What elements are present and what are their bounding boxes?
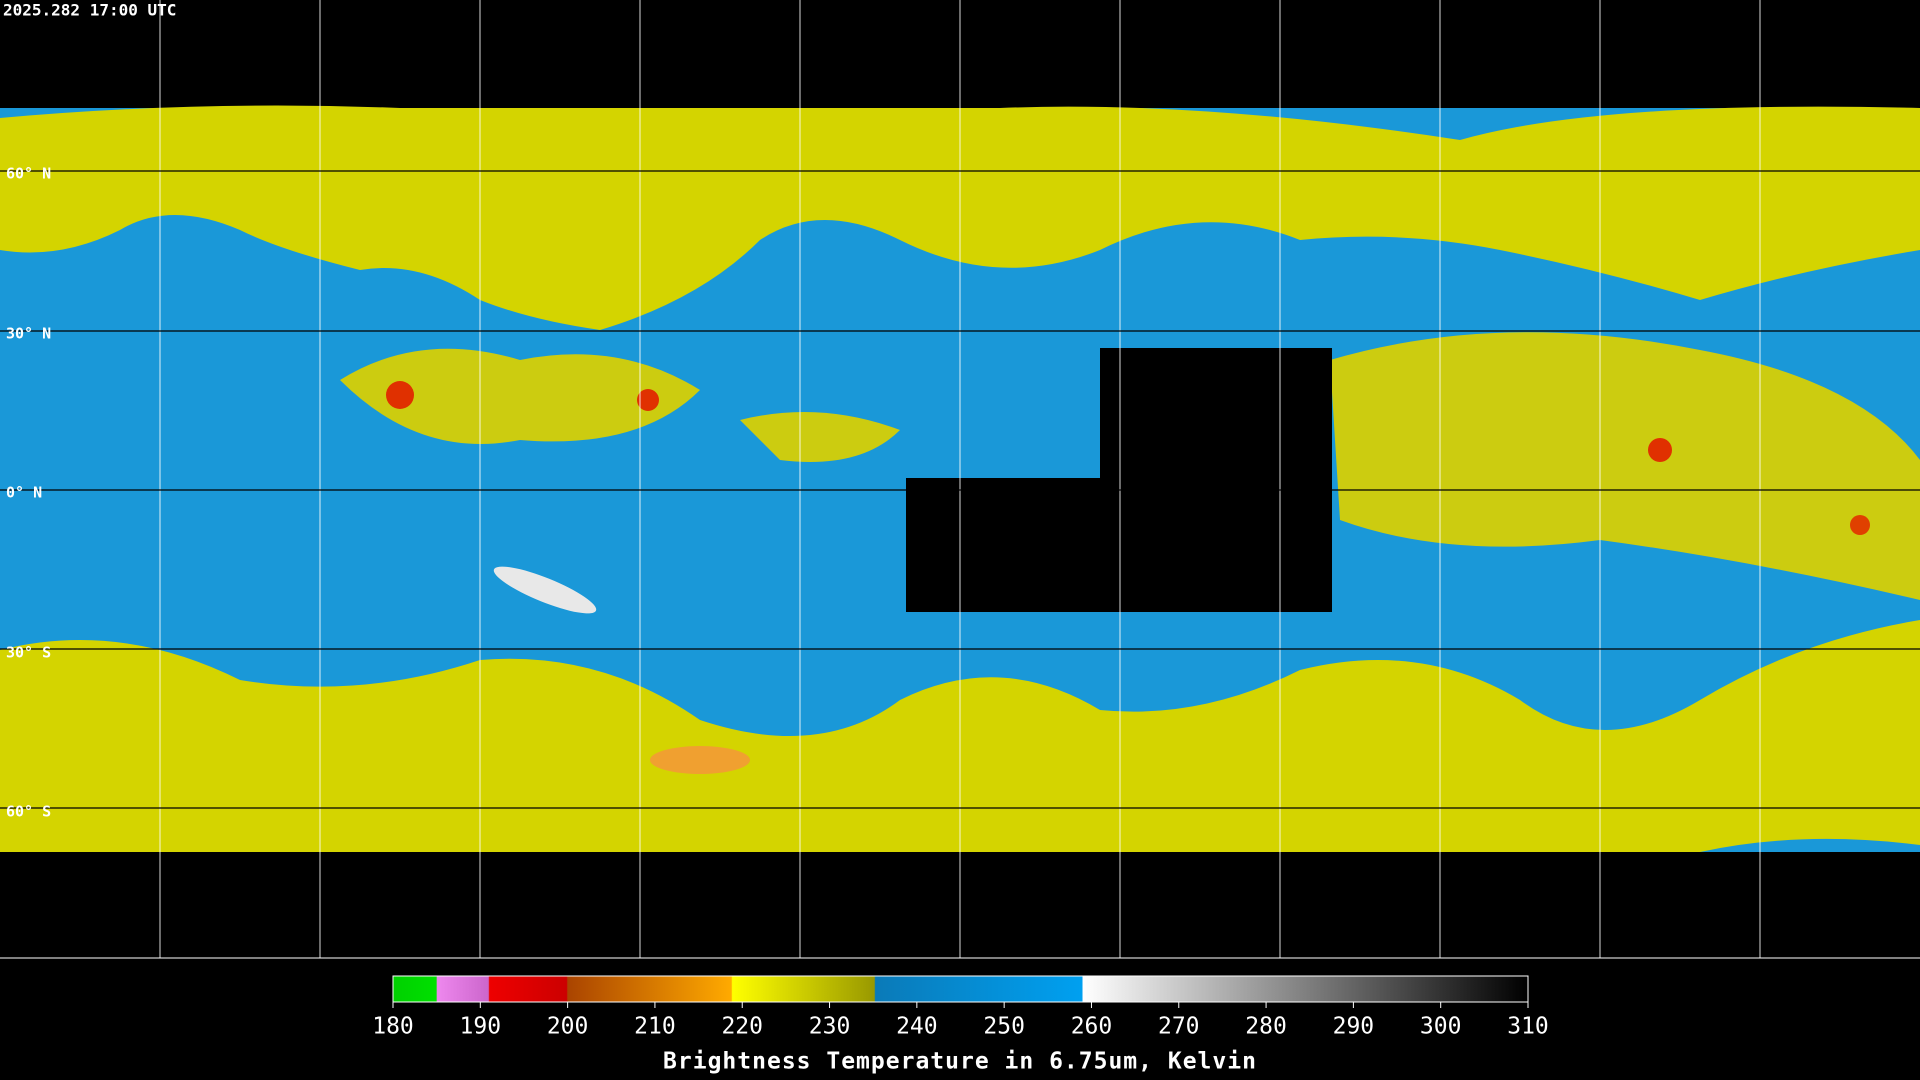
colorbar-tick-label: 220 [721, 1014, 763, 1040]
colorbar-tick-label: 180 [372, 1014, 414, 1040]
cold-area [493, 566, 597, 614]
colorbar-tick-label: 300 [1420, 1014, 1462, 1040]
lat-label: 60° S [6, 803, 51, 821]
colorbar-tick-label: 310 [1507, 1014, 1549, 1040]
colorbar-tick-label: 260 [1071, 1014, 1113, 1040]
colorbar-tick-label: 190 [460, 1014, 502, 1040]
colorbar-title: Brightness Temperature in 6.75um, Kelvin [663, 1049, 1257, 1075]
moist-tropics-b [1330, 332, 1920, 600]
convection [1850, 515, 1870, 535]
graticule [0, 0, 1920, 959]
convection [386, 381, 414, 409]
colorbar-tick-label: 210 [634, 1014, 676, 1040]
colorbar-tick-label: 290 [1333, 1014, 1375, 1040]
timestamp: 2025.282 17:00 UTC [3, 1, 176, 20]
convection [637, 389, 659, 411]
moist-tropics-a [340, 348, 700, 444]
colorbar-tick-label: 250 [983, 1014, 1025, 1040]
lat-label: 0° N [6, 484, 42, 502]
convection [1648, 438, 1672, 462]
colorbar [392, 975, 1529, 1003]
warm-area [650, 746, 750, 774]
missing-data [906, 478, 1332, 612]
lat-label: 60° N [6, 165, 51, 183]
missing-data [1100, 348, 1332, 480]
colorbar-tick-label: 240 [896, 1014, 938, 1040]
colorbar-tick-label: 280 [1245, 1014, 1287, 1040]
lat-label: 30° S [6, 644, 51, 662]
moist-tropics-c [740, 412, 900, 462]
lat-label: 30° N [6, 325, 51, 343]
colorbar-tick-label: 230 [809, 1014, 851, 1040]
colorbar-tick-label: 200 [547, 1014, 589, 1040]
colorbar-tick-label: 270 [1158, 1014, 1200, 1040]
